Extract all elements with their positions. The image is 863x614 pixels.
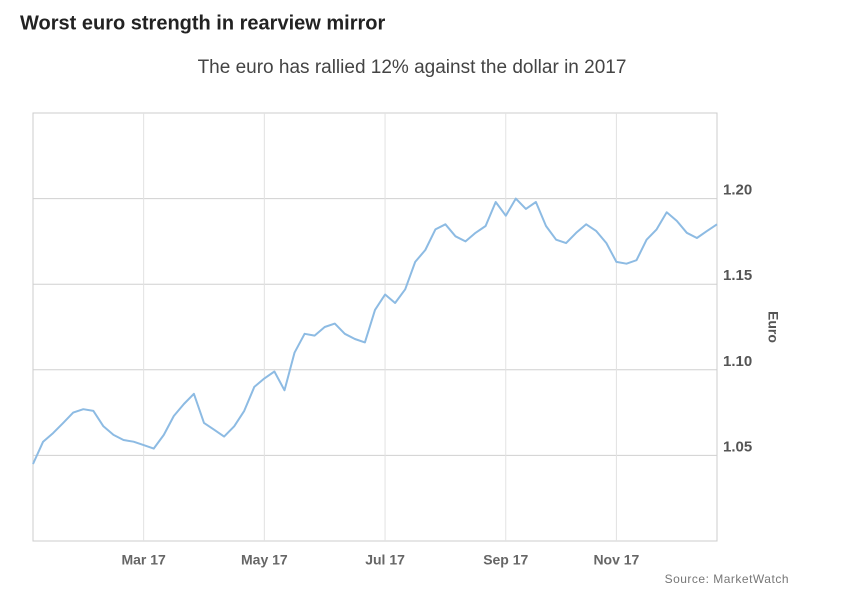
y-tick-label: 1.10 bbox=[723, 353, 752, 370]
y-axis-label: Euro bbox=[765, 311, 781, 343]
x-tick-label: May 17 bbox=[241, 552, 288, 568]
plot-frame bbox=[32, 112, 718, 542]
source-note: Source: MarketWatch bbox=[665, 572, 789, 586]
y-tick-label: 1.15 bbox=[723, 267, 752, 284]
x-tick-label: Jul 17 bbox=[365, 552, 405, 568]
x-tick-label: Sep 17 bbox=[483, 552, 528, 568]
chart-subtitle: The euro has rallied 12% against the dol… bbox=[198, 57, 627, 78]
x-tick-label: Nov 17 bbox=[593, 552, 639, 568]
y-tick-label: 1.05 bbox=[723, 438, 752, 455]
x-tick-label: Mar 17 bbox=[121, 552, 166, 568]
chart-title: Worst euro strength in rearview mirror bbox=[20, 12, 385, 34]
data-line bbox=[32, 197, 718, 465]
y-tick-label: 1.20 bbox=[723, 182, 752, 199]
